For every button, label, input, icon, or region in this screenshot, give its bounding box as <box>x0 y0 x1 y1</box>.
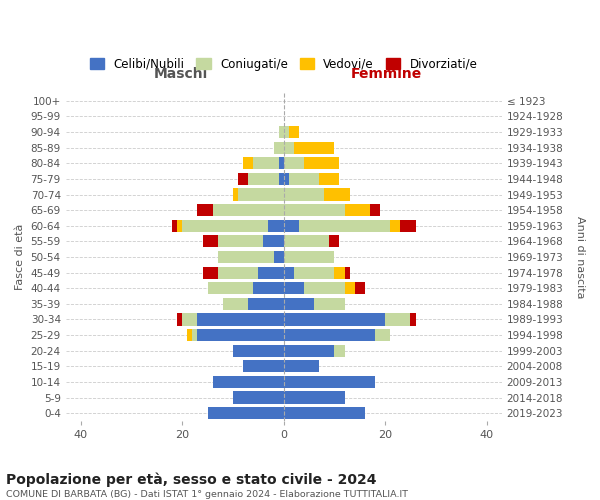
Text: Maschi: Maschi <box>154 66 208 80</box>
Bar <box>334 266 344 278</box>
Bar <box>278 173 284 185</box>
Bar <box>248 173 278 185</box>
Bar <box>284 376 375 388</box>
Bar <box>218 266 259 278</box>
Bar <box>284 157 304 170</box>
Bar <box>182 314 197 326</box>
Bar <box>370 204 380 216</box>
Bar <box>334 344 344 357</box>
Bar <box>203 266 218 278</box>
Text: Femmine: Femmine <box>350 66 422 80</box>
Bar <box>197 329 284 341</box>
Text: COMUNE DI BARBATA (BG) - Dati ISTAT 1° gennaio 2024 - Elaborazione TUTTITALIA.IT: COMUNE DI BARBATA (BG) - Dati ISTAT 1° g… <box>6 490 408 499</box>
Bar <box>223 298 248 310</box>
Bar <box>263 236 284 248</box>
Bar <box>203 236 218 248</box>
Bar <box>324 188 350 200</box>
Bar <box>390 220 400 232</box>
Bar <box>284 282 304 294</box>
Bar <box>233 344 284 357</box>
Bar <box>238 188 284 200</box>
Bar <box>284 236 329 248</box>
Bar <box>233 392 284 404</box>
Bar <box>284 344 334 357</box>
Bar <box>344 266 350 278</box>
Bar <box>238 173 248 185</box>
Bar <box>289 126 299 138</box>
Bar <box>268 220 284 232</box>
Bar <box>319 173 340 185</box>
Bar <box>243 157 253 170</box>
Bar <box>284 188 324 200</box>
Bar <box>284 126 289 138</box>
Bar <box>284 142 294 154</box>
Bar <box>248 298 284 310</box>
Bar <box>253 157 278 170</box>
Bar <box>400 220 416 232</box>
Bar <box>193 329 197 341</box>
Bar <box>344 282 355 294</box>
Bar <box>177 220 182 232</box>
Bar <box>274 251 284 263</box>
Bar <box>299 220 390 232</box>
Bar <box>284 266 294 278</box>
Bar <box>172 220 177 232</box>
Bar <box>344 204 370 216</box>
Bar <box>213 376 284 388</box>
Bar <box>304 157 340 170</box>
Bar <box>182 220 268 232</box>
Bar <box>284 173 289 185</box>
Bar <box>355 282 365 294</box>
Bar <box>197 314 284 326</box>
Bar <box>278 157 284 170</box>
Bar <box>294 266 334 278</box>
Bar <box>375 329 390 341</box>
Bar <box>218 236 263 248</box>
Bar <box>289 173 319 185</box>
Bar <box>208 407 284 420</box>
Text: Popolazione per età, sesso e stato civile - 2024: Popolazione per età, sesso e stato civil… <box>6 472 377 487</box>
Bar <box>284 314 385 326</box>
Bar <box>278 126 284 138</box>
Bar <box>218 251 274 263</box>
Bar <box>213 204 284 216</box>
Bar <box>177 314 182 326</box>
Bar <box>284 392 344 404</box>
Bar <box>243 360 284 372</box>
Bar <box>253 282 284 294</box>
Y-axis label: Fasce di età: Fasce di età <box>15 224 25 290</box>
Bar <box>284 204 344 216</box>
Bar <box>284 360 319 372</box>
Bar <box>284 251 334 263</box>
Bar <box>284 220 299 232</box>
Legend: Celibi/Nubili, Coniugati/e, Vedovi/e, Divorziati/e: Celibi/Nubili, Coniugati/e, Vedovi/e, Di… <box>85 53 482 76</box>
Bar <box>187 329 193 341</box>
Bar <box>410 314 416 326</box>
Bar <box>314 298 344 310</box>
Bar <box>284 407 365 420</box>
Y-axis label: Anni di nascita: Anni di nascita <box>575 216 585 298</box>
Bar <box>284 298 314 310</box>
Bar <box>329 236 340 248</box>
Bar <box>259 266 284 278</box>
Bar <box>274 142 284 154</box>
Bar <box>208 282 253 294</box>
Bar <box>233 188 238 200</box>
Bar <box>284 329 375 341</box>
Bar <box>197 204 213 216</box>
Bar <box>385 314 410 326</box>
Bar <box>294 142 334 154</box>
Bar <box>304 282 344 294</box>
